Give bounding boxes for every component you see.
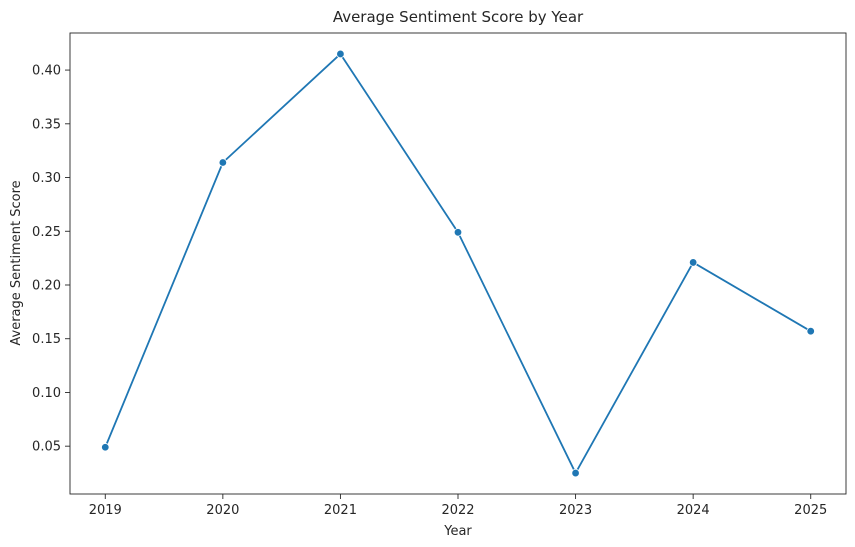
y-ticks: 0.05 0.10 0.15 0.20 0.25 0.30 0.35 0.40: [32, 64, 70, 455]
data-point: [101, 443, 110, 452]
y-tick-label: 0.35: [32, 117, 61, 132]
x-tick-label: 2025: [794, 503, 827, 518]
data-point: [806, 326, 815, 336]
x-tick-label: 2019: [89, 503, 122, 518]
data-point: [453, 228, 463, 237]
x-axis-label: Year: [443, 524, 472, 539]
y-tick-label: 0.10: [32, 386, 61, 401]
x-tick-label: 2023: [559, 503, 592, 518]
y-tick-label: 0.30: [32, 171, 61, 186]
chart-title: Average Sentiment Score by Year: [333, 8, 584, 26]
x-tick-label: 2021: [324, 503, 357, 518]
data-point: [336, 49, 345, 59]
x-tick-label: 2020: [206, 503, 239, 518]
y-tick-label: 0.25: [32, 225, 61, 240]
plot-frame: [69, 32, 847, 495]
x-ticks: 2019 2020 2021 2022 2023 2024 2025: [89, 494, 827, 518]
x-tick-label: 2022: [441, 503, 474, 518]
y-axis-label: Average Sentiment Score: [9, 180, 24, 345]
y-tick-label: 0.40: [32, 64, 61, 79]
x-tick-label: 2024: [677, 503, 710, 518]
data-point: [688, 258, 698, 267]
y-tick-label: 0.15: [32, 332, 61, 347]
data-point: [218, 158, 228, 167]
y-tick-label: 0.05: [32, 440, 61, 455]
plot-series: [101, 49, 815, 478]
y-tick-label: 0.20: [32, 278, 61, 293]
data-point: [571, 468, 580, 478]
